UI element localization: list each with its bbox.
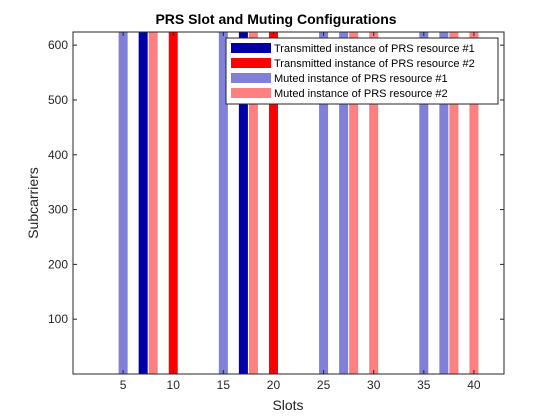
bar-series-4-slot-8 <box>148 32 158 374</box>
bar-series-3-slot-37 <box>439 32 449 374</box>
bar-series-1-slot-7 <box>138 32 148 374</box>
x-tick-label: 35 <box>417 378 431 392</box>
x-tick-label: 15 <box>217 378 231 392</box>
x-axis-label: Slots <box>272 397 303 413</box>
legend-label: Transmitted instance of PRS resource #1 <box>274 43 475 55</box>
bar-series-3-slot-15 <box>218 32 228 374</box>
plot-area <box>72 31 505 375</box>
x-tick-label: 25 <box>317 378 331 392</box>
y-axis-ticks: 100 200 300 400 500 600 <box>48 38 504 326</box>
legend-swatch <box>231 88 271 98</box>
x-tick-label: 30 <box>367 378 381 392</box>
y-tick-label: 600 <box>48 38 68 52</box>
y-tick-label: 500 <box>48 93 68 107</box>
x-tick-label: 20 <box>267 378 281 392</box>
y-tick-label: 200 <box>48 257 68 271</box>
x-tick-label: 5 <box>120 378 127 392</box>
bar-layer <box>118 32 479 374</box>
y-tick-label: 100 <box>48 312 68 326</box>
bar-series-3-slot-35 <box>419 32 429 374</box>
bar-series-4-slot-38 <box>449 32 459 374</box>
bar-series-3-slot-25 <box>319 32 329 374</box>
y-axis-label: Subcarriers <box>25 167 41 239</box>
bar-series-2-slot-20 <box>268 32 278 374</box>
legend-label: Transmitted instance of PRS resource #2 <box>274 58 475 70</box>
legend-label: Muted instance of PRS resource #2 <box>274 88 448 100</box>
chart-legend: Transmitted instance of PRS resource #1 T… <box>225 37 499 105</box>
bar-series-4-slot-28 <box>349 32 359 374</box>
y-tick-label: 400 <box>48 148 68 162</box>
x-axis-ticks: 5 10 15 20 25 30 35 40 <box>120 32 481 392</box>
bar-series-3-slot-27 <box>339 32 349 374</box>
bar-series-1-slot-17 <box>238 32 248 374</box>
bar-series-2-slot-10 <box>168 32 178 374</box>
bar-series-4-slot-30 <box>369 32 379 374</box>
legend-label: Muted instance of PRS resource #1 <box>274 73 448 85</box>
x-tick-label: 10 <box>167 378 181 392</box>
legend-swatch <box>231 58 271 68</box>
legend-swatch <box>231 43 271 53</box>
bar-series-4-slot-18 <box>248 32 258 374</box>
bar-series-3-slot-5 <box>118 32 128 374</box>
x-tick-label: 40 <box>467 378 481 392</box>
legend-swatch <box>231 73 271 83</box>
legend-box <box>225 37 499 105</box>
chart-title: PRS Slot and Muting Configurations <box>155 11 396 27</box>
bar-series-4-slot-40 <box>469 32 479 374</box>
y-tick-label: 300 <box>48 203 68 217</box>
legend-items: Transmitted instance of PRS resource #1 T… <box>231 43 475 100</box>
